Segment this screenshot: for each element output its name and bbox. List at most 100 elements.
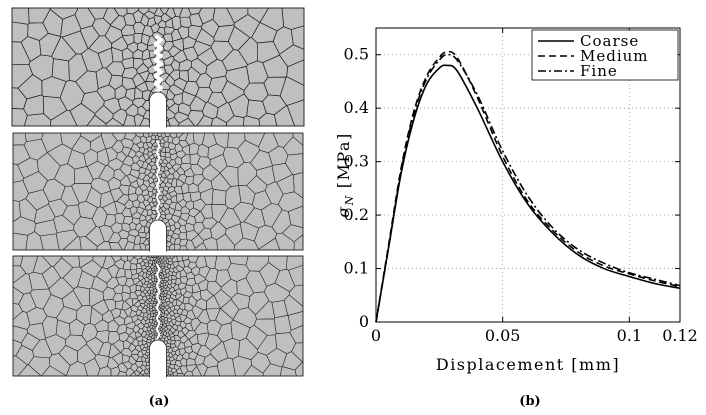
mesh-cell [148,262,153,269]
mesh-cell [163,257,168,262]
mesh-cell [162,282,167,287]
mesh-cell [79,25,100,49]
mesh-cell [170,339,176,345]
mesh-cell [163,185,170,193]
mesh-cell [171,271,178,277]
mesh-cell [148,154,156,160]
crack [153,34,163,94]
series-line-medium [375,50,681,323]
mesh-cell [139,183,148,192]
mesh-cell [163,301,168,307]
mesh-cell [171,319,177,326]
mesh-cell [116,323,128,335]
mesh-cell [171,136,181,146]
mesh-cell [187,66,202,83]
mesh-cell [129,309,137,318]
mesh-cell [145,318,150,324]
mesh-cell [158,316,163,321]
mesh-cell [255,300,275,320]
mesh-cell [174,237,182,245]
mesh-cell [124,297,134,308]
legend-label-medium: Medium [580,47,649,65]
mesh-cell [132,57,144,71]
mesh-cell [48,277,74,300]
mesh-cell [146,339,152,344]
mesh-cell [137,350,144,358]
mesh-cell [141,33,151,46]
mesh-cell [153,298,158,303]
mesh-cell [60,185,80,207]
mesh-cell [161,334,167,340]
mesh-cell [21,332,41,351]
mesh-cell [154,257,159,262]
plot-frame [375,27,681,323]
y-tick-label: 0.5 [344,45,369,64]
mesh-cell [213,24,235,42]
mesh-cell [238,185,256,205]
mesh-cell [150,145,156,151]
mesh-cell [179,314,188,322]
mesh-cell [165,293,172,299]
chart-ticks: 0 0.05 0.1 0.12 0 0.1 0.2 0.3 0.4 0.5 [344,28,698,345]
mesh-cell [193,40,212,57]
mesh-cell [198,227,213,241]
mesh-cell [159,307,164,312]
y-axis-label-subscript: N [343,194,356,206]
mesh-cell [129,221,137,231]
y-tick-label: 0 [359,312,369,331]
mesh-cell [23,94,44,116]
mesh-cell [211,188,227,206]
mesh-cell [256,41,280,63]
mesh-cell [152,283,156,288]
mesh-cell [171,367,177,374]
mesh-cell [27,22,49,41]
mesh-cell [138,214,147,222]
mesh-cell [179,302,186,311]
legend-label-coarse: Coarse [580,32,639,50]
mesh-cell [170,350,176,356]
mesh-cell [147,326,152,332]
mesh-cell [115,300,124,311]
mesh-cell [156,26,166,37]
mesh-cell [136,262,143,269]
panel-a [11,7,305,379]
y-tick-label: 0.3 [344,152,369,171]
mesh-cell [163,170,171,178]
mesh-cell [263,76,287,97]
mesh-cell [97,47,114,69]
mesh-cell [243,82,269,102]
x-tick-label: 0.05 [485,326,521,345]
mesh-cell [210,341,229,363]
mesh-cell [83,148,98,167]
mesh-cell [281,7,305,30]
caption-b: (b) [519,394,540,409]
mesh-cell [152,318,157,322]
mesh-cell [205,308,221,322]
x-tick-label: 0 [371,326,381,345]
mesh-cell [112,284,124,294]
mesh-cell [207,91,228,109]
notch-mouth [150,375,166,379]
mesh-cell [137,41,148,52]
mesh-cell [167,284,173,289]
mesh-cell [168,84,184,96]
mesh-cell [55,306,78,325]
mesh-cell [178,225,187,233]
mesh-cell [94,104,114,125]
mesh-cell [187,261,198,270]
mesh-cell [133,234,141,245]
mesh-cell [150,281,154,286]
mesh-cell [168,159,177,167]
y-tick-label: 0.1 [344,259,369,278]
mesh-cell [184,175,194,186]
mesh-cell [220,298,240,320]
mesh-cell [245,324,268,350]
mesh-cell [152,270,156,275]
mesh-cell [117,362,128,374]
mesh-cell [147,289,151,295]
mesh-cell [12,132,27,146]
mesh-cell [137,270,145,277]
mesh-cell [188,142,200,156]
mesh-cell [116,151,127,163]
notch [149,219,167,252]
